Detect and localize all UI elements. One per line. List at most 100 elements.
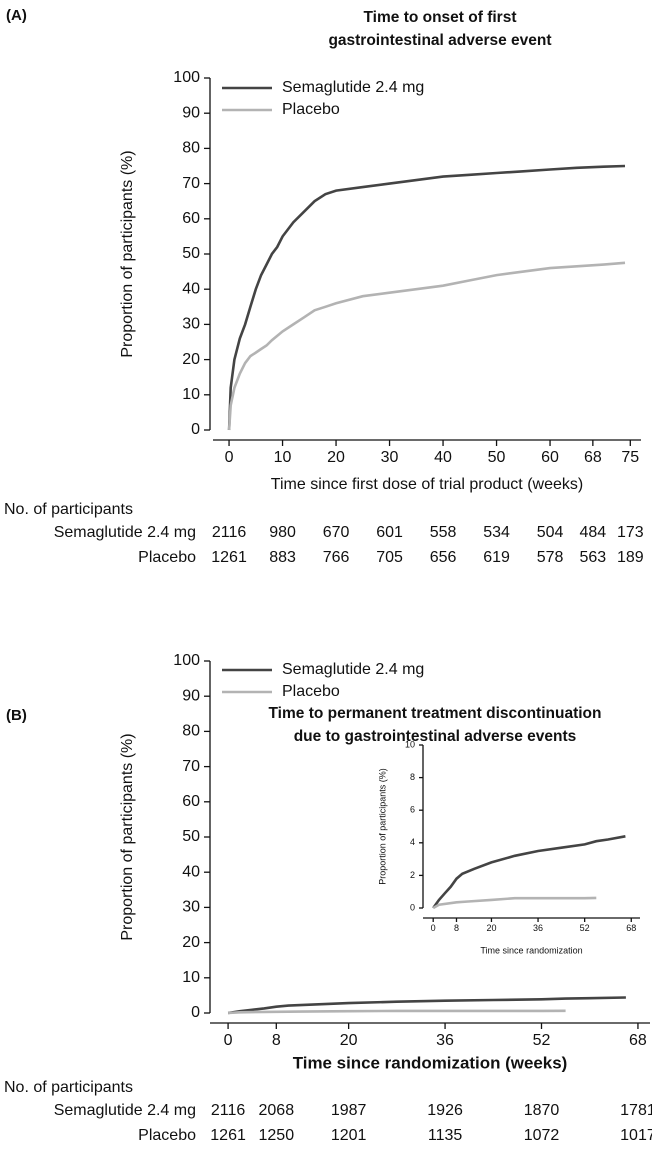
panel-label: (B) [6, 707, 27, 724]
y-tick-label: 70 [182, 175, 200, 192]
risk-count: 1250 [259, 1127, 295, 1144]
risk-count: 2116 [212, 524, 247, 541]
x-tick-label: 52 [580, 923, 590, 933]
y-tick-label: 4 [410, 837, 415, 847]
y-tick-label: 90 [182, 104, 200, 121]
y-tick-label: 20 [182, 934, 200, 951]
x-tick-label: 68 [584, 449, 602, 466]
y-tick-label: 0 [410, 902, 415, 912]
y-tick-label: 0 [191, 1004, 200, 1021]
x-tick-label: 0 [431, 923, 436, 933]
risk-row-name: Placebo [138, 549, 196, 566]
risk-count: 1261 [211, 549, 247, 566]
survival-curve [228, 1009, 566, 1015]
risk-count: 563 [579, 549, 606, 566]
x-axis-label: Time since randomization (weeks) [293, 1053, 568, 1072]
risk-count: 2068 [259, 1102, 295, 1119]
y-tick-label: 80 [182, 723, 200, 740]
risk-count: 1987 [331, 1102, 367, 1119]
x-tick-label: 20 [327, 449, 345, 466]
risk-count: 173 [617, 524, 644, 541]
x-tick-label: 75 [621, 449, 639, 466]
y-tick-label: 30 [182, 316, 200, 333]
survival-curve [432, 835, 626, 909]
risk-count: 1072 [524, 1127, 560, 1144]
chart-title: due to gastrointestinal adverse events [294, 728, 577, 745]
legend-label: Semaglutide 2.4 mg [282, 661, 424, 678]
risk-count: 1017 [620, 1127, 652, 1144]
chart-title: Time to onset of first [363, 9, 516, 26]
y-tick-label: 80 [182, 140, 200, 157]
x-tick-label: 40 [434, 449, 452, 466]
risk-count: 1870 [524, 1102, 560, 1119]
x-tick-label: 36 [533, 923, 543, 933]
y-tick-label: 100 [173, 69, 200, 86]
y-axis-label: Proportion of participants (%) [119, 733, 136, 940]
y-tick-label: 40 [182, 280, 200, 297]
x-tick-label: 8 [454, 923, 459, 933]
x-tick-label: 30 [381, 449, 399, 466]
y-tick-label: 30 [182, 899, 200, 916]
risk-count: 601 [376, 524, 403, 541]
survival-curve [227, 164, 626, 431]
risk-count: 578 [537, 549, 564, 566]
y-tick-label: 0 [191, 421, 200, 438]
risk-count: 1261 [210, 1127, 246, 1144]
y-tick-label: 2 [410, 870, 415, 880]
risk-count: 883 [269, 549, 296, 566]
risk-table-title: No. of participants [4, 501, 133, 518]
risk-count: 656 [430, 549, 457, 566]
y-tick-label: 8 [410, 772, 415, 782]
legend-label: Placebo [282, 683, 340, 700]
x-axis-label: Time since randomization [480, 945, 582, 955]
risk-count: 705 [376, 549, 403, 566]
y-tick-label: 10 [182, 969, 200, 986]
survival-curve [432, 896, 597, 910]
x-tick-label: 50 [488, 449, 506, 466]
x-tick-label: 36 [436, 1032, 454, 1049]
x-tick-label: 0 [224, 1032, 233, 1049]
x-tick-label: 52 [533, 1032, 551, 1049]
risk-count: 1926 [427, 1102, 463, 1119]
risk-count: 484 [579, 524, 606, 541]
x-tick-label: 20 [340, 1032, 358, 1049]
y-axis-label: Proportion of participants (%) [377, 768, 387, 885]
x-axis-label: Time since first dose of trial product (… [271, 476, 583, 493]
risk-count: 1201 [331, 1127, 367, 1144]
risk-count: 670 [323, 524, 350, 541]
risk-row-name: Semaglutide 2.4 mg [54, 1102, 196, 1119]
y-tick-label: 20 [182, 351, 200, 368]
chart-title: gastrointestinal adverse event [328, 32, 551, 49]
y-tick-label: 40 [182, 863, 200, 880]
y-tick-label: 10 [182, 386, 200, 403]
risk-count: 619 [483, 549, 510, 566]
y-axis-label: Proportion of participants (%) [119, 150, 136, 357]
y-tick-label: 50 [182, 245, 200, 262]
x-tick-label: 68 [629, 1032, 647, 1049]
x-tick-label: 60 [541, 449, 559, 466]
legend-label: Semaglutide 2.4 mg [282, 79, 424, 96]
panel-label: (A) [6, 7, 27, 24]
legend-label: Placebo [282, 101, 340, 118]
x-tick-label: 20 [486, 923, 496, 933]
risk-count: 2116 [211, 1102, 246, 1119]
risk-count: 766 [323, 549, 350, 566]
y-tick-label: 50 [182, 828, 200, 845]
y-tick-label: 90 [182, 687, 200, 704]
y-tick-label: 100 [173, 652, 200, 669]
survival-curve [227, 261, 626, 431]
x-tick-label: 8 [272, 1032, 281, 1049]
risk-count: 558 [430, 524, 457, 541]
risk-count: 980 [269, 524, 296, 541]
risk-table-title: No. of participants [4, 1079, 133, 1096]
y-tick-label: 70 [182, 758, 200, 775]
risk-row-name: Placebo [138, 1127, 196, 1144]
x-tick-label: 10 [274, 449, 292, 466]
x-tick-label: 0 [225, 449, 234, 466]
chart-title: Time to permanent treatment discontinuat… [268, 705, 601, 722]
risk-row-name: Semaglutide 2.4 mg [54, 524, 196, 541]
risk-count: 189 [617, 549, 644, 566]
survival-curve [227, 996, 626, 1015]
